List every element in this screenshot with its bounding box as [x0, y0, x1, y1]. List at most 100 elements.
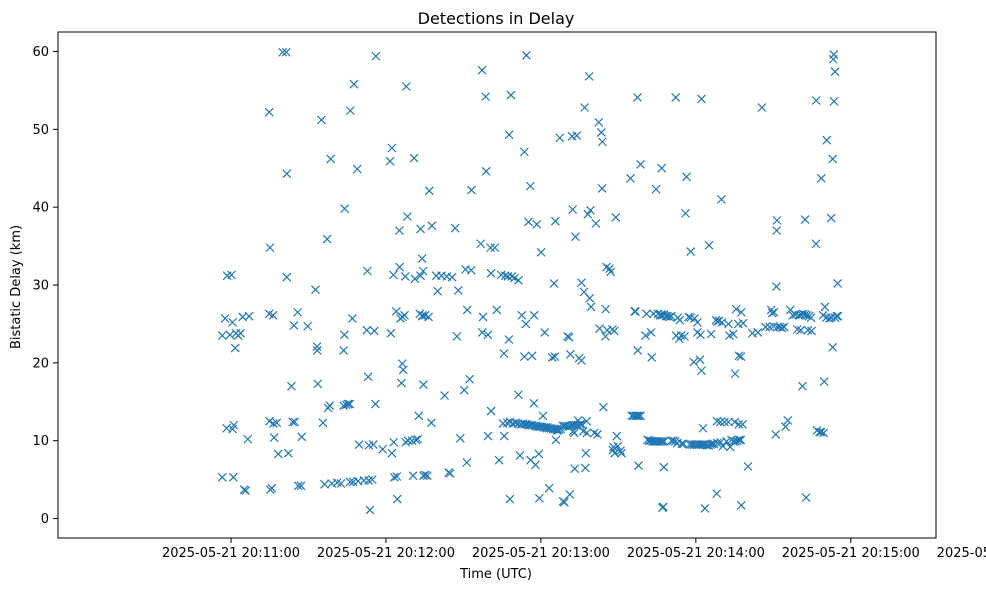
- data-point: [783, 416, 793, 425]
- data-point: [510, 418, 520, 428]
- data-point: [718, 441, 728, 451]
- data-point: [596, 127, 606, 137]
- data-point: [230, 343, 240, 353]
- data-point: [378, 444, 388, 454]
- data-point: [362, 325, 372, 335]
- data-point: [833, 279, 843, 288]
- data-point: [420, 470, 430, 480]
- data-point: [313, 379, 323, 389]
- data-point: [675, 315, 685, 325]
- data-point: [822, 135, 832, 145]
- data-point: [659, 462, 669, 472]
- data-point: [577, 278, 586, 288]
- data-point: [227, 270, 236, 280]
- data-point: [636, 159, 646, 169]
- data-point: [322, 234, 332, 244]
- data-point: [397, 378, 406, 388]
- data-point: [409, 153, 419, 163]
- data-point: [401, 82, 411, 91]
- data-point: [288, 417, 298, 427]
- data-point: [341, 400, 351, 410]
- data-point: [394, 226, 404, 235]
- data-point: [336, 479, 346, 488]
- data-point: [712, 489, 722, 499]
- data-point: [571, 232, 580, 242]
- data-point: [433, 286, 443, 296]
- data-point: [481, 92, 491, 102]
- data-point: [676, 331, 686, 341]
- data-point: [325, 401, 335, 411]
- data-point: [362, 266, 372, 276]
- data-point: [792, 324, 802, 334]
- data-point: [467, 185, 476, 195]
- data-point: [445, 468, 455, 478]
- data-point: [657, 163, 667, 173]
- data-point: [605, 264, 615, 274]
- data-point: [771, 430, 781, 439]
- data-point: [462, 458, 472, 467]
- data-point: [684, 312, 694, 322]
- data-point: [519, 352, 529, 362]
- data-point: [459, 385, 469, 395]
- data-point: [339, 330, 349, 340]
- data-point: [514, 275, 523, 285]
- x-tick-label: 2025-05-21 20:14:00: [627, 546, 765, 561]
- data-point: [682, 172, 691, 182]
- data-point: [282, 272, 292, 282]
- data-point: [743, 461, 753, 471]
- chart-title: Detections in Delay: [418, 9, 575, 28]
- data-point: [521, 319, 531, 329]
- data-point: [697, 94, 706, 104]
- data-point: [769, 307, 779, 317]
- x-tick-label: 2025-05-21 20:16:00: [937, 546, 986, 561]
- data-point: [658, 437, 667, 446]
- data-point: [477, 65, 487, 75]
- data-point: [222, 423, 232, 433]
- data-point: [316, 115, 326, 125]
- data-point: [788, 310, 798, 320]
- data-point: [477, 328, 487, 337]
- data-point: [243, 434, 253, 444]
- data-point: [753, 328, 763, 337]
- data-point: [311, 285, 320, 295]
- data-point: [486, 243, 495, 253]
- data-point: [483, 330, 493, 340]
- data-point: [403, 436, 413, 446]
- data-point: [326, 154, 336, 164]
- data-point: [689, 357, 699, 367]
- data-point: [529, 398, 539, 408]
- data-point: [282, 169, 292, 179]
- data-point: [426, 418, 436, 428]
- data-point: [601, 304, 611, 314]
- data-point: [659, 437, 669, 446]
- data-point: [723, 319, 733, 329]
- data-point: [734, 435, 744, 445]
- data-point: [340, 204, 350, 214]
- data-point: [732, 436, 742, 446]
- data-point: [581, 448, 591, 458]
- data-point: [465, 374, 475, 384]
- data-point: [269, 433, 279, 443]
- data-point: [700, 503, 710, 513]
- data-point: [268, 419, 278, 428]
- data-point: [634, 461, 643, 471]
- y-tick-label: 0: [41, 512, 49, 527]
- data-point: [534, 493, 544, 503]
- data-point: [696, 330, 705, 340]
- data-point: [552, 426, 562, 435]
- data-point: [559, 497, 569, 507]
- data-point: [273, 449, 283, 459]
- data-point: [411, 435, 421, 445]
- y-tick-label: 10: [32, 434, 49, 449]
- data-point: [630, 307, 640, 316]
- data-point: [647, 352, 657, 362]
- data-point: [536, 247, 546, 257]
- x-axis: 2025-05-21 20:11:00 2025-05-21 20:12:00 20…: [162, 538, 986, 561]
- data-point: [507, 272, 517, 281]
- y-tick-label: 20: [32, 356, 49, 371]
- data-point: [565, 349, 575, 359]
- data-point: [416, 271, 425, 281]
- data-point: [476, 239, 486, 249]
- data-point: [712, 438, 722, 448]
